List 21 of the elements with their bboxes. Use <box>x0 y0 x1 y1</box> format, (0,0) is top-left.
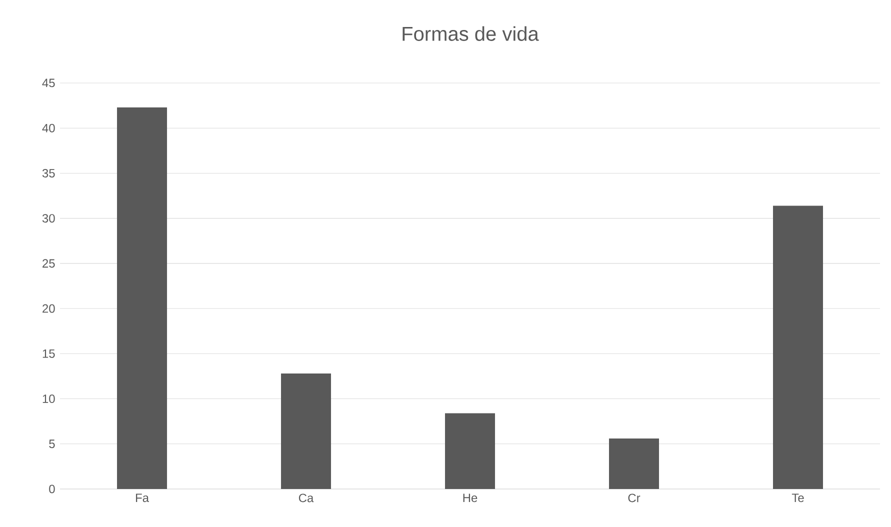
y-tick-label: 45 <box>42 78 55 88</box>
y-tick-label: 40 <box>42 124 55 132</box>
y-tick-label: 10 <box>42 394 55 404</box>
bar <box>117 107 168 489</box>
x-tick-label: He <box>463 494 478 502</box>
x-tick-label: Fa <box>136 494 150 502</box>
y-tick-label: 20 <box>42 304 55 313</box>
x-tick-label: Te <box>792 494 804 502</box>
x-tick-label: Cr <box>628 494 640 502</box>
bar <box>773 206 823 489</box>
bar <box>445 413 496 489</box>
bar <box>281 374 332 489</box>
y-tick-label: 30 <box>42 214 55 223</box>
y-tick-label: 25 <box>42 259 55 268</box>
chart-title: Formas de vida <box>402 26 539 41</box>
y-tick-label: 0 <box>49 484 55 494</box>
y-tick-label: 5 <box>49 440 55 448</box>
x-tick-label: Ca <box>298 494 314 502</box>
bar <box>609 438 660 489</box>
y-tick-label: 15 <box>42 349 55 358</box>
y-tick-label: 35 <box>42 168 55 178</box>
